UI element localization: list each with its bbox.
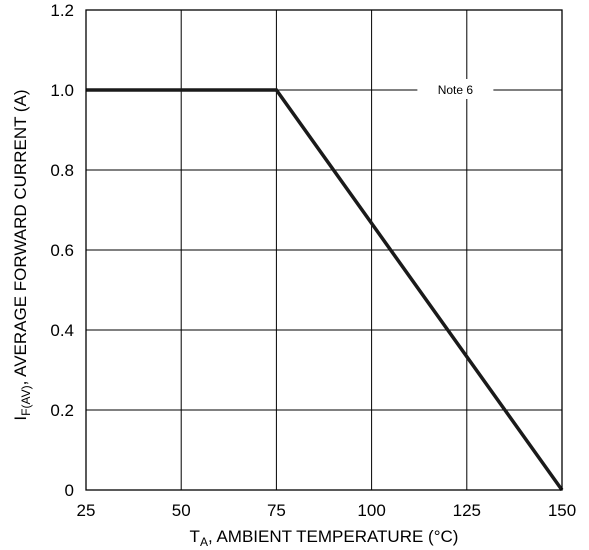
plot-frame [85, 9, 563, 491]
y-tick-label: 0.8 [50, 161, 74, 180]
x-tick-labels: 25 50 75 100 125 150 [77, 501, 577, 520]
x-tick-label: 75 [267, 501, 286, 520]
y-tick-labels: 0 0.2 0.4 0.6 0.8 1.0 1.2 [50, 1, 74, 500]
y-tick-label: 0 [65, 481, 74, 500]
annotation-background [417, 79, 494, 99]
x-axis-title-rest: , AMBIENT TEMPERATURE (°C) [208, 527, 459, 546]
series-line [86, 88, 564, 492]
x-axis-title-sub: A [200, 535, 208, 549]
x-axis-title-main: T [190, 527, 200, 546]
x-axis-title: TA, AMBIENT TEMPERATURE (°C) [190, 527, 459, 549]
y-axis-title-sub: F(AV) [19, 385, 33, 415]
annotation-note: Note 6 [438, 83, 474, 97]
y-tick-label: 0.4 [50, 321, 74, 340]
y-tick-label: 1.2 [50, 1, 74, 20]
x-tick-label: 25 [77, 501, 96, 520]
x-tick-label: 50 [172, 501, 191, 520]
annotation-group: Note 6 [417, 79, 494, 99]
y-tick-label: 0.6 [50, 241, 74, 260]
x-tick-label: 100 [357, 501, 385, 520]
x-tick-label: 150 [548, 501, 576, 520]
y-tick-label: 1.0 [50, 81, 74, 100]
x-tick-label: 125 [453, 501, 481, 520]
y-axis-title-rest: , AVERAGE FORWARD CURRENT (A) [11, 89, 30, 385]
series-group [86, 88, 564, 492]
y-tick-label: 0.2 [50, 401, 74, 420]
y-axis-title-main: I [11, 416, 30, 421]
y-axis-title: IF(AV), AVERAGE FORWARD CURRENT (A) [11, 89, 33, 420]
